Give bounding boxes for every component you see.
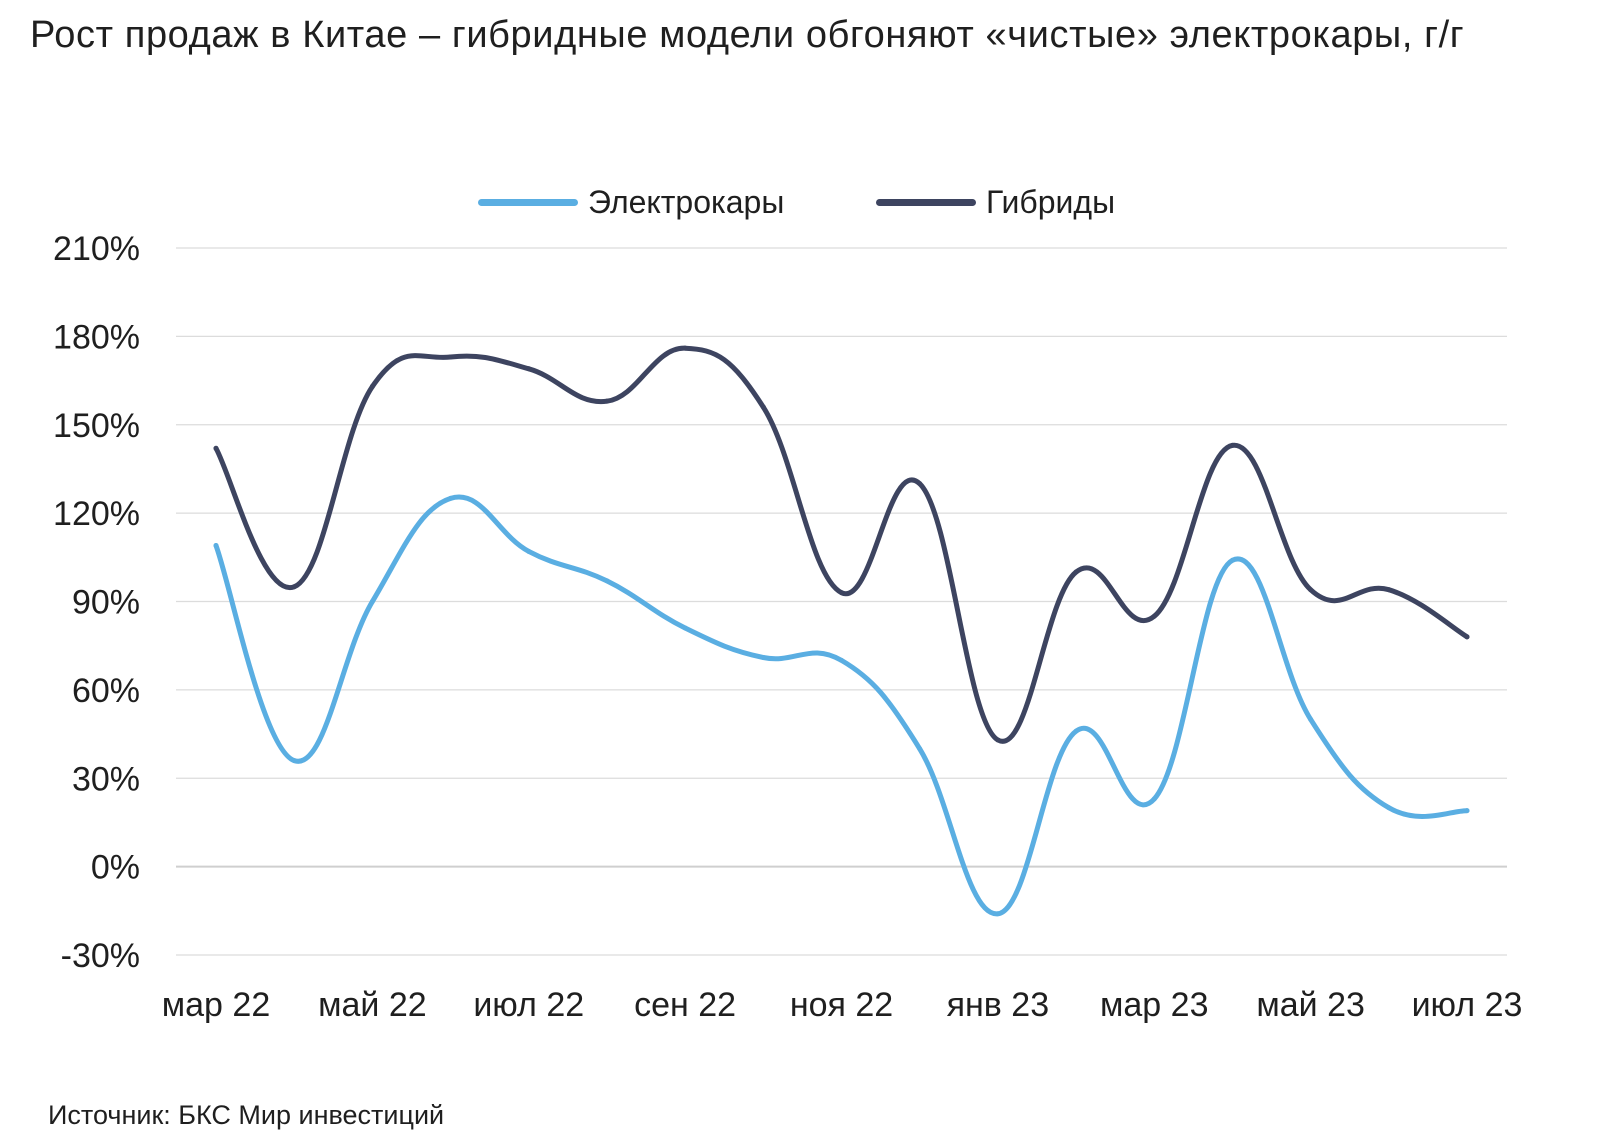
data-point-electric [682,625,688,631]
x-tick-label: мар 22 [162,986,270,1024]
x-tick-label: янв 23 [947,986,1050,1024]
x-tick-label: май 23 [1256,986,1365,1024]
data-point-electric [1073,728,1079,734]
data-point-electric [1386,805,1392,811]
data-point-electric [760,654,766,660]
data-point-electric [369,599,375,604]
data-point-hybrid [1308,587,1314,593]
data-point-electric [448,495,454,501]
data-point-electric [291,758,297,764]
x-tick-label: июл 22 [473,986,584,1024]
data-point-hybrid [369,383,375,389]
x-tick-label: июл 23 [1412,986,1523,1024]
data-point-hybrid [213,445,219,451]
data-point-hybrid [760,404,766,410]
data-point-hybrid [917,481,923,487]
data-point-hybrid [448,354,454,360]
data-point-electric [1464,808,1470,814]
data-point-electric [839,657,844,663]
legend-swatch-electric [478,198,578,206]
y-tick-label: 210% [53,230,140,268]
data-point-electric [1151,796,1157,802]
y-tick-label: 120% [53,495,140,533]
data-point-hybrid [1386,587,1392,593]
y-tick-label: 150% [53,407,140,445]
x-tick-label: мар 23 [1100,986,1208,1024]
data-point-hybrid [1464,634,1470,640]
data-point-hybrid [682,345,688,351]
x-tick-label: ноя 22 [790,986,893,1024]
data-point-electric [1308,716,1314,722]
x-tick-label: май 22 [318,986,427,1024]
chart-title: Рост продаж в Китае – гибридные модели о… [30,14,1465,56]
data-point-hybrid [995,737,1001,743]
y-tick-label: -30% [61,937,140,975]
x-tick-label: сен 22 [634,986,736,1024]
data-point-electric [526,548,532,554]
y-tick-label: 60% [72,672,140,710]
legend-label-electric: Электрокары [588,184,785,220]
data-point-electric [1229,557,1235,563]
y-tick-label: 90% [72,584,140,622]
legend-item-hybrid: Гибриды [876,182,1115,222]
data-point-electric [213,543,219,549]
data-point-hybrid [526,366,532,372]
y-tick-label: 180% [53,318,140,356]
line-chart: 210% 180% 150% 120% 90% 60% 30% 0% -30% мар 22 май… [53,230,1523,1024]
data-point-hybrid [1073,569,1079,575]
y-tick-label: 0% [91,849,140,887]
series-line-hybrid [213,345,1470,744]
data-point-electric [604,578,610,584]
data-point-electric [917,746,923,752]
legend-label-hybrid: Гибриды [986,184,1116,220]
data-point-hybrid [839,590,844,596]
data-point-hybrid [291,584,297,590]
data-point-hybrid [1151,613,1157,619]
legend-item-electric: Электрокары [478,182,784,222]
legend: Электрокары Гибриды [0,182,1613,222]
data-point-hybrid [1229,442,1235,448]
source-note: Источник: БКС Мир инвестиций [48,1100,445,1130]
y-tick-label: 30% [72,760,140,798]
legend-swatch-hybrid [876,198,976,206]
series-line-electric [213,494,1470,917]
data-point-hybrid [604,398,610,404]
data-point-electric [995,911,1001,917]
